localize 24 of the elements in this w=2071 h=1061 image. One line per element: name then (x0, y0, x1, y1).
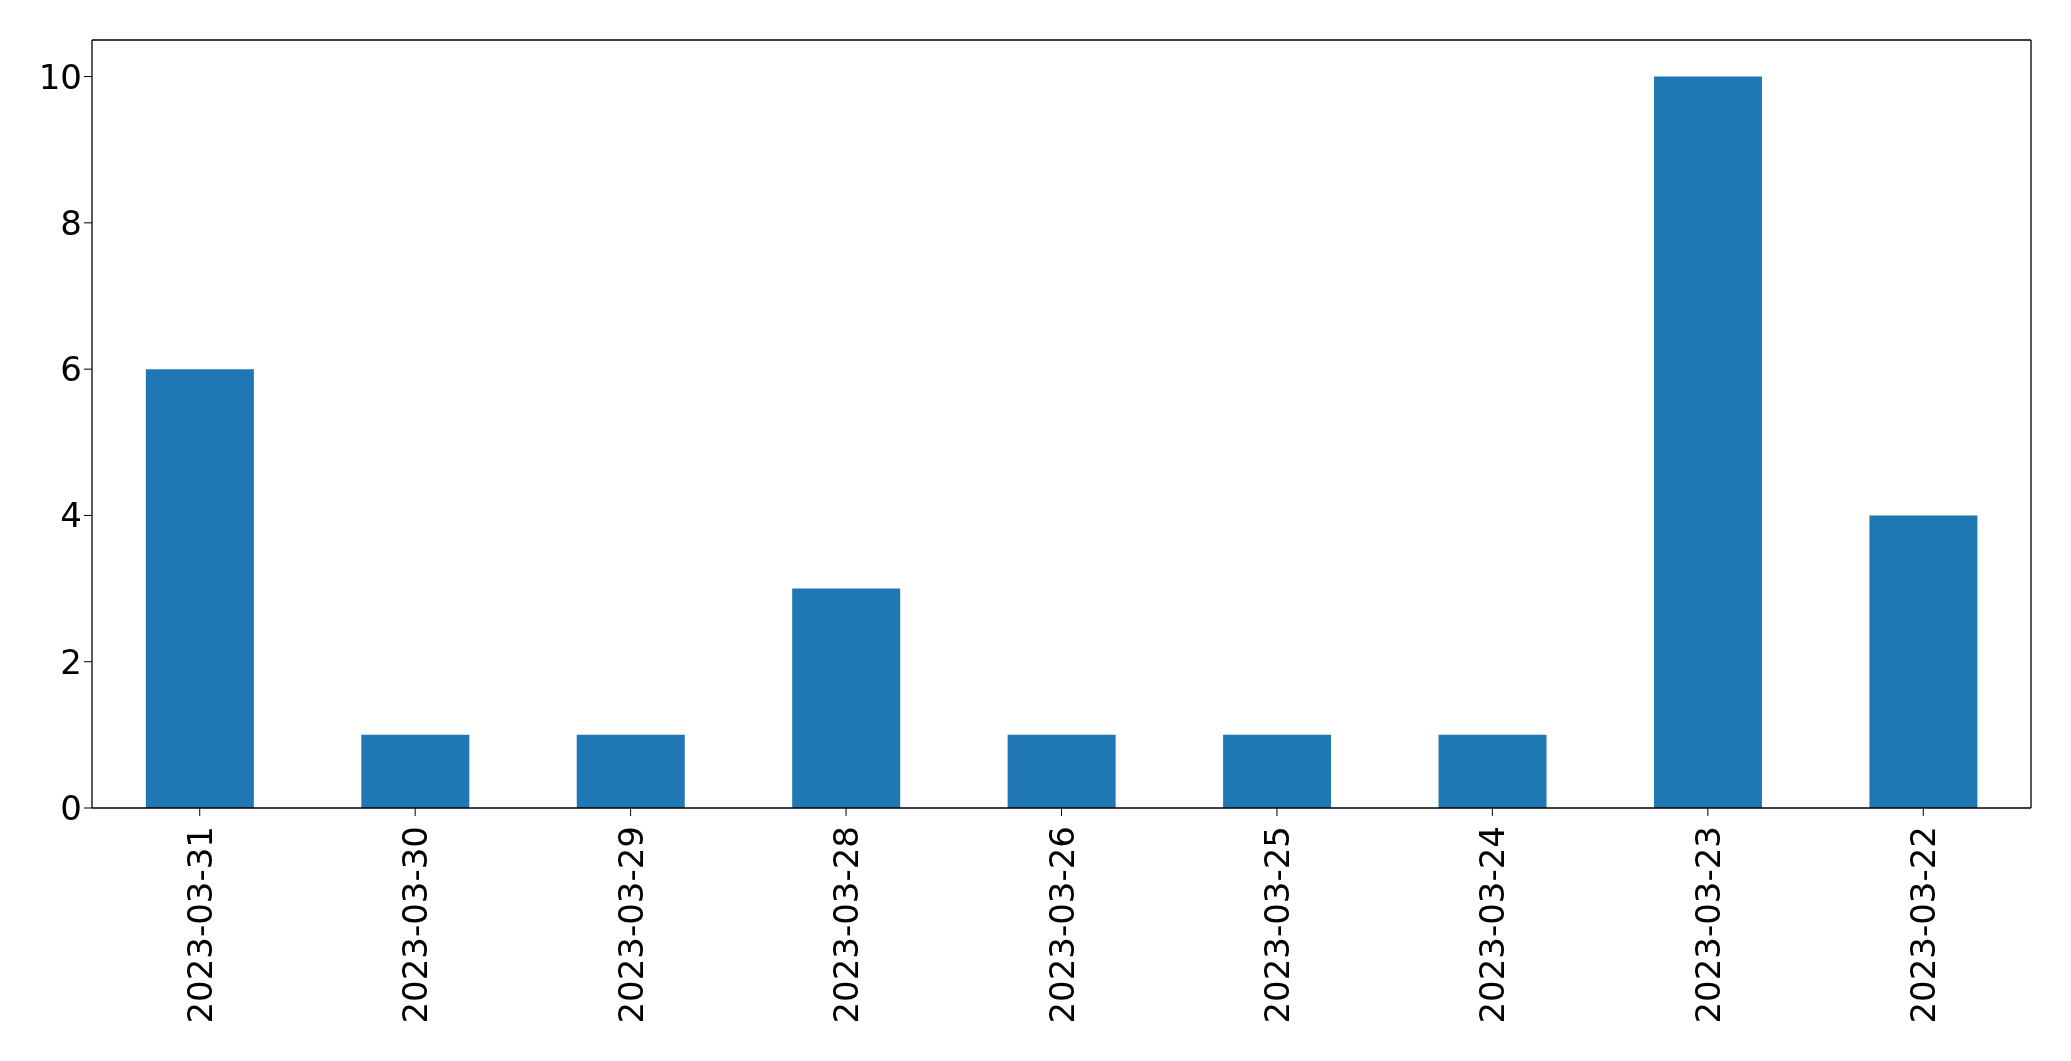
x-tick-label: 2023-03-30 (395, 826, 436, 1024)
bar (576, 734, 685, 808)
x-tick-label: 2023-03-23 (1687, 826, 1728, 1024)
bar (1438, 734, 1547, 808)
x-tick-label: 2023-03-31 (179, 826, 220, 1024)
y-tick-label: 10 (38, 56, 82, 97)
y-tick-label: 0 (60, 788, 82, 829)
bar (1223, 734, 1332, 808)
y-tick-label: 8 (60, 202, 82, 243)
x-tick-label: 2023-03-28 (826, 826, 867, 1024)
bar (145, 369, 254, 808)
bar (1007, 734, 1116, 808)
bar (361, 734, 470, 808)
x-tick-label: 2023-03-24 (1472, 826, 1513, 1024)
y-tick-label: 6 (60, 349, 82, 390)
x-tick-label: 2023-03-29 (610, 826, 651, 1024)
x-tick-label: 2023-03-25 (1256, 826, 1297, 1024)
bar (792, 588, 901, 808)
x-tick-label: 2023-03-26 (1041, 826, 1082, 1024)
y-tick-label: 4 (60, 495, 82, 536)
bar (1653, 76, 1762, 808)
bar (1869, 515, 1978, 808)
x-tick-label: 2023-03-22 (1903, 826, 1944, 1024)
y-tick-label: 2 (60, 641, 82, 682)
